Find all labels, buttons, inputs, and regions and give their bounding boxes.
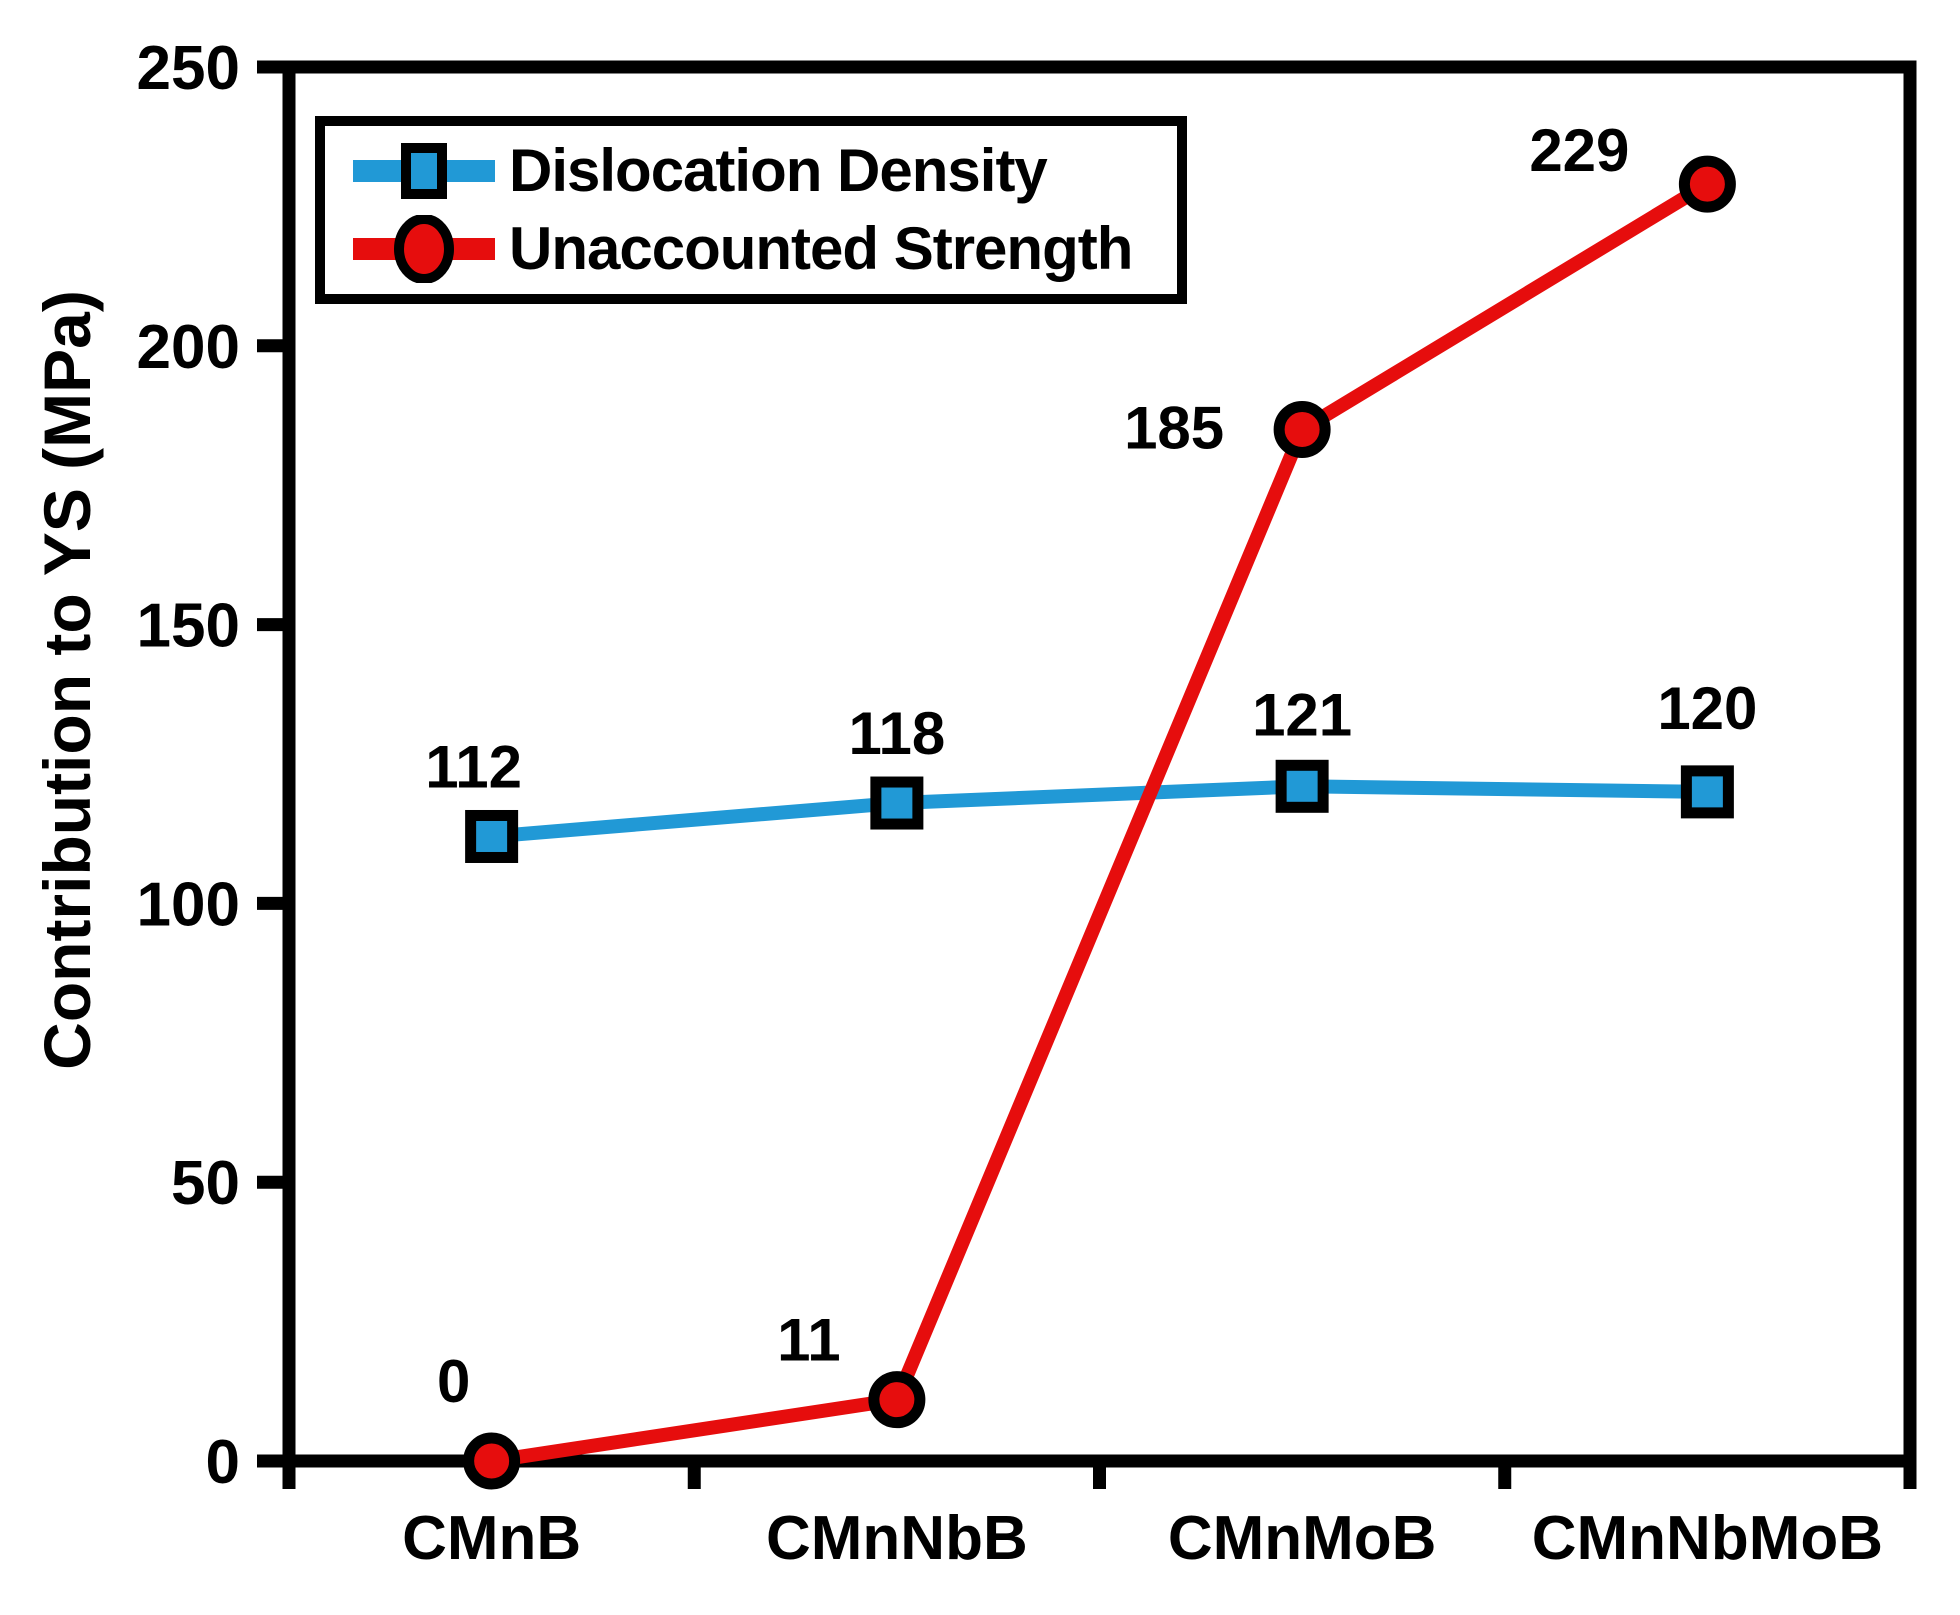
data-label: 229 bbox=[1529, 117, 1629, 184]
legend-entry: Dislocation Density bbox=[349, 137, 1177, 205]
x-axis-category-label: CMnB bbox=[402, 1504, 581, 1573]
legend-entry: Unaccounted Strength bbox=[349, 215, 1177, 284]
legend: Dislocation Density Unaccounted Strength bbox=[315, 116, 1187, 304]
data-label: 112 bbox=[425, 733, 522, 800]
x-axis-category-label: CMnMoB bbox=[1168, 1504, 1437, 1573]
data-point-marker-circle bbox=[868, 1371, 926, 1429]
data-point-marker-circle bbox=[1678, 155, 1736, 213]
data-label: 0 bbox=[437, 1348, 470, 1415]
legend-marker-circle bbox=[394, 215, 454, 284]
legend-label: Dislocation Density bbox=[509, 136, 1048, 204]
data-label: 185 bbox=[1124, 394, 1224, 461]
legend-label: Unaccounted Strength bbox=[509, 215, 1133, 283]
data-point-marker-square bbox=[1275, 759, 1329, 813]
data-label: 118 bbox=[848, 700, 945, 767]
data-point-marker-circle bbox=[1273, 400, 1331, 458]
data-point-marker-square bbox=[870, 776, 924, 830]
x-axis-category-label: CMnNbMoB bbox=[1532, 1504, 1883, 1573]
y-axis-tick-label: 150 bbox=[137, 592, 240, 661]
data-label: 120 bbox=[1657, 675, 1757, 742]
legend-swatch-icon bbox=[353, 142, 495, 199]
y-axis-tick-label: 250 bbox=[137, 34, 240, 103]
x-axis-category-label: CMnNbB bbox=[766, 1504, 1028, 1573]
data-point-marker-circle bbox=[463, 1432, 521, 1490]
y-axis-tick-label: 200 bbox=[137, 313, 240, 382]
data-point-marker-square bbox=[465, 809, 519, 863]
series-line-1 bbox=[490, 178, 1712, 1468]
data-label: 121 bbox=[1252, 681, 1352, 748]
y-axis-title: Contribution to YS (MPa) bbox=[30, 290, 104, 1070]
y-axis-tick-label: 0 bbox=[206, 1428, 240, 1497]
data-point-marker-square bbox=[1680, 765, 1734, 819]
data-label: 11 bbox=[777, 1307, 840, 1374]
y-axis-tick-label: 50 bbox=[171, 1149, 240, 1218]
y-axis-tick-label: 100 bbox=[137, 870, 240, 939]
legend-swatch-icon bbox=[353, 215, 495, 284]
series-line-0 bbox=[491, 779, 1708, 844]
legend-marker-square bbox=[401, 142, 447, 199]
